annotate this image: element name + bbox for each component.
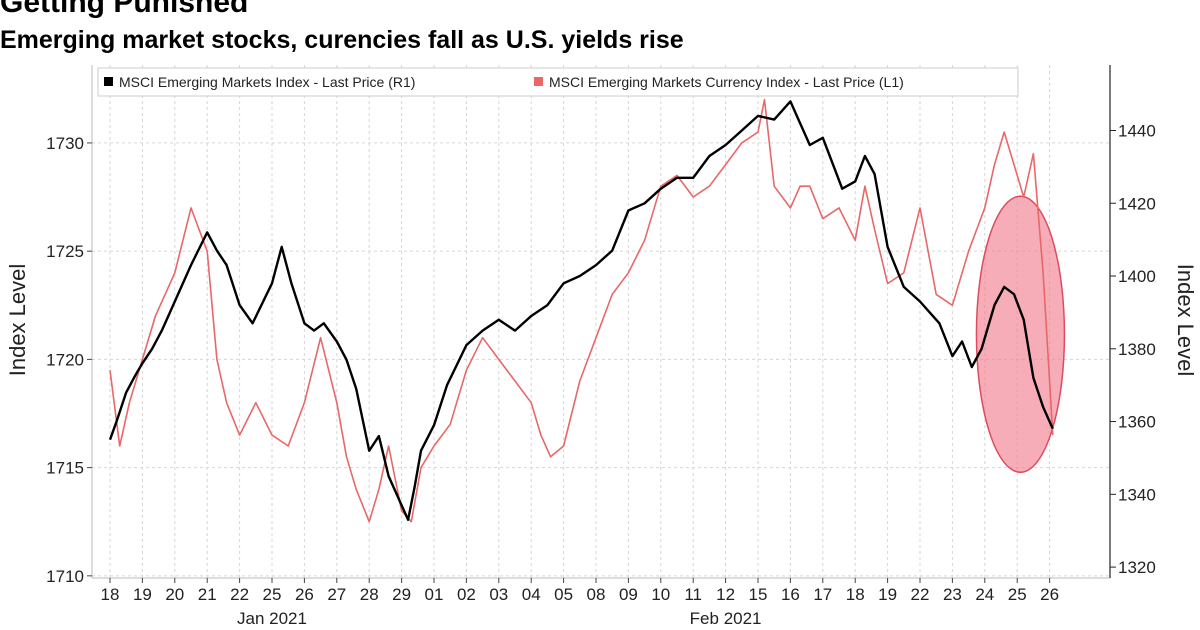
x-axis-tick-label: 19 bbox=[878, 585, 897, 604]
x-axis-tick-label: 26 bbox=[1040, 585, 1059, 604]
chart-title: Getting Punished bbox=[0, 0, 249, 19]
series-line-em-currency bbox=[109, 98, 1054, 523]
right-axis-tick-label: 1400 bbox=[1118, 267, 1156, 286]
x-axis-tick-label: 25 bbox=[263, 585, 282, 604]
legend-label-currency: MSCI Emerging Markets Currency Index - L… bbox=[549, 74, 904, 90]
right-axis-ticks: 1320 1340 1360 1380 1400 1420 1440 bbox=[1110, 121, 1156, 577]
right-axis-tick-label: 1420 bbox=[1118, 194, 1156, 213]
right-axis-tick-label: 1440 bbox=[1118, 121, 1156, 140]
highlight-layer bbox=[975, 195, 1066, 473]
left-axis-tick-label: 1725 bbox=[46, 242, 84, 261]
x-axis-tick-label: 19 bbox=[133, 585, 152, 604]
x-axis-tick-label: 21 bbox=[198, 585, 217, 604]
x-axis-tick-label: 23 bbox=[943, 585, 962, 604]
x-axis-tick-label: 04 bbox=[522, 585, 541, 604]
x-axis-tick-label: 15 bbox=[749, 585, 768, 604]
series-layer bbox=[108, 98, 1054, 523]
x-axis-tick-label: 29 bbox=[392, 585, 411, 604]
x-axis-tick-label: 02 bbox=[457, 585, 476, 604]
x-axis-tick-label: 22 bbox=[911, 585, 930, 604]
x-axis-tick-label: 22 bbox=[230, 585, 249, 604]
x-axis-tick-label: 09 bbox=[619, 585, 638, 604]
x-axis-tick-label: 18 bbox=[101, 585, 120, 604]
left-axis-title: Index Level bbox=[5, 264, 30, 377]
x-axis-tick-label: 18 bbox=[846, 585, 865, 604]
series-line-em-index bbox=[108, 100, 1054, 521]
x-axis-tick-label: 27 bbox=[327, 585, 346, 604]
right-axis-title: Index Level bbox=[1173, 264, 1198, 377]
x-axis-tick-label: 28 bbox=[360, 585, 379, 604]
legend-box bbox=[97, 67, 1019, 97]
left-axis-ticks: 1710 1715 1720 1725 1730 bbox=[46, 134, 92, 586]
chart-axes bbox=[91, 65, 1111, 579]
left-axis-tick-label: 1720 bbox=[46, 350, 84, 369]
x-axis-tick-label: 20 bbox=[165, 585, 184, 604]
right-axis-tick-label: 1360 bbox=[1118, 413, 1156, 432]
x-axis-tick-label: 10 bbox=[651, 585, 670, 604]
x-axis-tick-label: 12 bbox=[716, 585, 735, 604]
left-axis-tick-label: 1710 bbox=[46, 567, 84, 586]
chart-subtitle: Emerging market stocks, curencies fall a… bbox=[0, 26, 684, 54]
x-axis-tick-label: 01 bbox=[425, 585, 444, 604]
legend-swatch-index bbox=[104, 77, 113, 86]
chart-legend: MSCI Emerging Markets Index - Last Price… bbox=[97, 67, 1019, 97]
x-axis-ticks: 18 19 20 21 22 25 26 27 28 29 01 02 03 04 05 08 09 10 11 12… bbox=[101, 578, 1059, 628]
x-axis-month-label: Jan 2021 bbox=[237, 609, 307, 628]
right-axis-tick-label: 1340 bbox=[1118, 485, 1156, 504]
x-axis-tick-label: 11 bbox=[684, 585, 702, 604]
left-axis-tick-label: 1730 bbox=[46, 134, 84, 153]
x-axis-tick-label: 26 bbox=[295, 585, 314, 604]
x-axis-month-label: Feb 2021 bbox=[690, 609, 762, 628]
x-axis-tick-label: 16 bbox=[781, 585, 800, 604]
x-axis-tick-label: 17 bbox=[813, 585, 832, 604]
right-axis-tick-label: 1320 bbox=[1118, 558, 1156, 577]
right-axis-tick-label: 1380 bbox=[1118, 340, 1156, 359]
left-axis-tick-label: 1715 bbox=[46, 459, 84, 478]
x-axis-tick-label: 24 bbox=[975, 585, 994, 604]
legend-swatch-currency bbox=[534, 77, 543, 86]
x-axis-tick-label: 03 bbox=[489, 585, 508, 604]
chart-grid bbox=[92, 65, 1110, 578]
x-axis-tick-label: 25 bbox=[1008, 585, 1027, 604]
x-axis-tick-label: 08 bbox=[587, 585, 606, 604]
legend-label-index: MSCI Emerging Markets Index - Last Price… bbox=[119, 74, 415, 90]
x-axis-tick-label: 05 bbox=[554, 585, 573, 604]
highlight-ellipse bbox=[975, 195, 1066, 473]
